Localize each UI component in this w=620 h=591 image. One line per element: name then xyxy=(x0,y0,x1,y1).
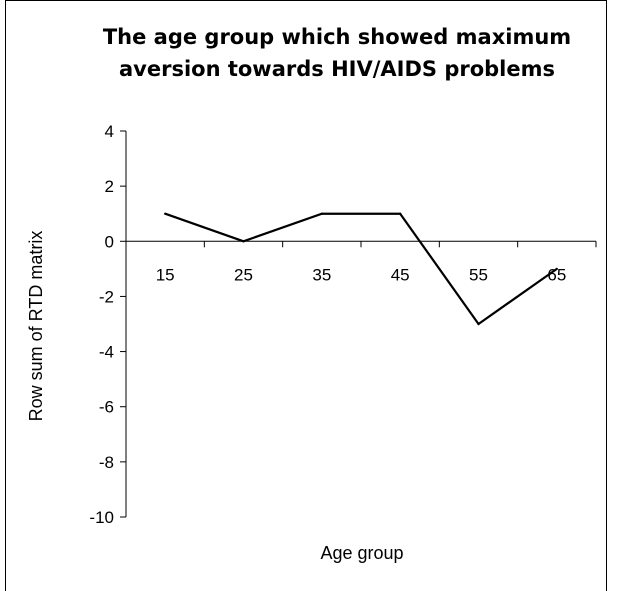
data-point xyxy=(320,212,323,215)
x-tick-label: 15 xyxy=(156,265,175,284)
x-tick-label: 55 xyxy=(469,265,488,284)
x-tick-label: 35 xyxy=(312,265,331,284)
x-axis-label: Age group xyxy=(320,543,403,563)
y-tick-label: 0 xyxy=(105,232,114,251)
chart-title-line-2: aversion towards HIV/AIDS problems xyxy=(119,57,555,81)
y-tick-label: -2 xyxy=(99,287,114,306)
y-tick-label: -10 xyxy=(89,508,114,527)
x-tick-label: 25 xyxy=(234,265,253,284)
x-axis: 15 25 35 45 55 65 xyxy=(125,240,597,284)
chart-title-line-1: The age group which showed maximum xyxy=(103,25,571,49)
y-tick-label: 4 xyxy=(105,122,114,141)
y-axis-label: Row sum of RTD matrix xyxy=(26,231,46,422)
y-tick-label: -8 xyxy=(99,453,114,472)
data-point xyxy=(242,240,245,243)
y-axis: 4 2 0 -2 -4 -6 -8 -10 xyxy=(89,122,127,527)
data-point xyxy=(164,212,167,215)
y-tick-label: -6 xyxy=(99,398,114,417)
series-line xyxy=(164,212,558,326)
data-point xyxy=(399,212,402,215)
x-tick-label: 45 xyxy=(391,265,410,284)
data-point xyxy=(477,322,480,326)
x-tick-label: 65 xyxy=(547,265,566,284)
data-point xyxy=(555,267,558,270)
y-tick-label: -4 xyxy=(99,343,114,362)
y-tick-label: 2 xyxy=(105,177,114,196)
series xyxy=(164,212,558,326)
chart-frame xyxy=(5,0,607,591)
